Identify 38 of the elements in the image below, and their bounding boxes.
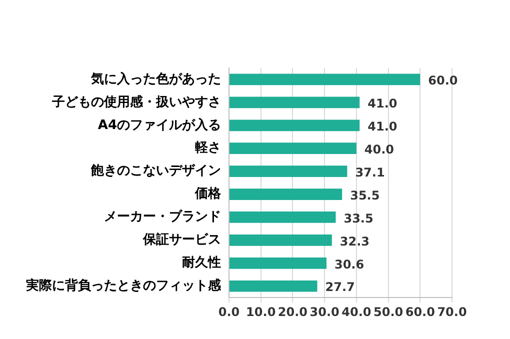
bar	[230, 212, 336, 223]
bar	[230, 280, 318, 292]
y-tick-label: 保証サービス	[142, 232, 221, 248]
y-tick-label: 気に入った色があった	[90, 70, 221, 87]
bar	[230, 188, 342, 200]
data-label: 30.6	[334, 257, 364, 272]
x-tick-label: 50.0	[373, 304, 404, 319]
bar	[230, 74, 420, 86]
y-tick-label: 価格	[194, 186, 222, 202]
bar	[230, 234, 332, 246]
bar	[230, 142, 356, 154]
y-tick-label: 飽きのこないデザイン	[90, 164, 221, 179]
bar	[230, 96, 360, 108]
data-label: 33.5	[344, 211, 374, 226]
data-label: 41.0	[368, 96, 398, 111]
bar	[230, 120, 360, 132]
data-label: 35.5	[350, 188, 380, 202]
data-label: 40.0	[364, 142, 394, 156]
y-tick-label: 実際に背負ったときのフィット感	[25, 277, 222, 294]
x-tick-label: 60.0	[405, 304, 435, 319]
data-label: 27.7	[325, 280, 355, 294]
x-tick-label: 30.0	[310, 304, 340, 319]
x-tick-label: 0.0	[218, 304, 240, 319]
x-tick-label: 10.0	[246, 304, 276, 319]
x-tick-label: 70.0	[437, 304, 467, 319]
x-tick-label: 20.0	[278, 304, 308, 319]
data-label: 60.0	[428, 74, 458, 88]
y-tick-label: 子どもの使用感・扱いやすさ	[51, 94, 221, 110]
y-tick-label: A4のファイルが入る	[98, 116, 221, 133]
y-tick-label: メーカー・ブランド	[104, 208, 221, 225]
y-tick-label: 耐久性	[182, 256, 221, 271]
bar	[230, 166, 348, 178]
data-label: 41.0	[368, 120, 398, 134]
x-tick-label: 40.0	[342, 304, 372, 319]
data-label: 37.1	[355, 165, 385, 180]
y-tick-label: 軽さ	[194, 140, 221, 156]
bar	[230, 257, 326, 269]
data-label: 32.3	[340, 234, 370, 248]
